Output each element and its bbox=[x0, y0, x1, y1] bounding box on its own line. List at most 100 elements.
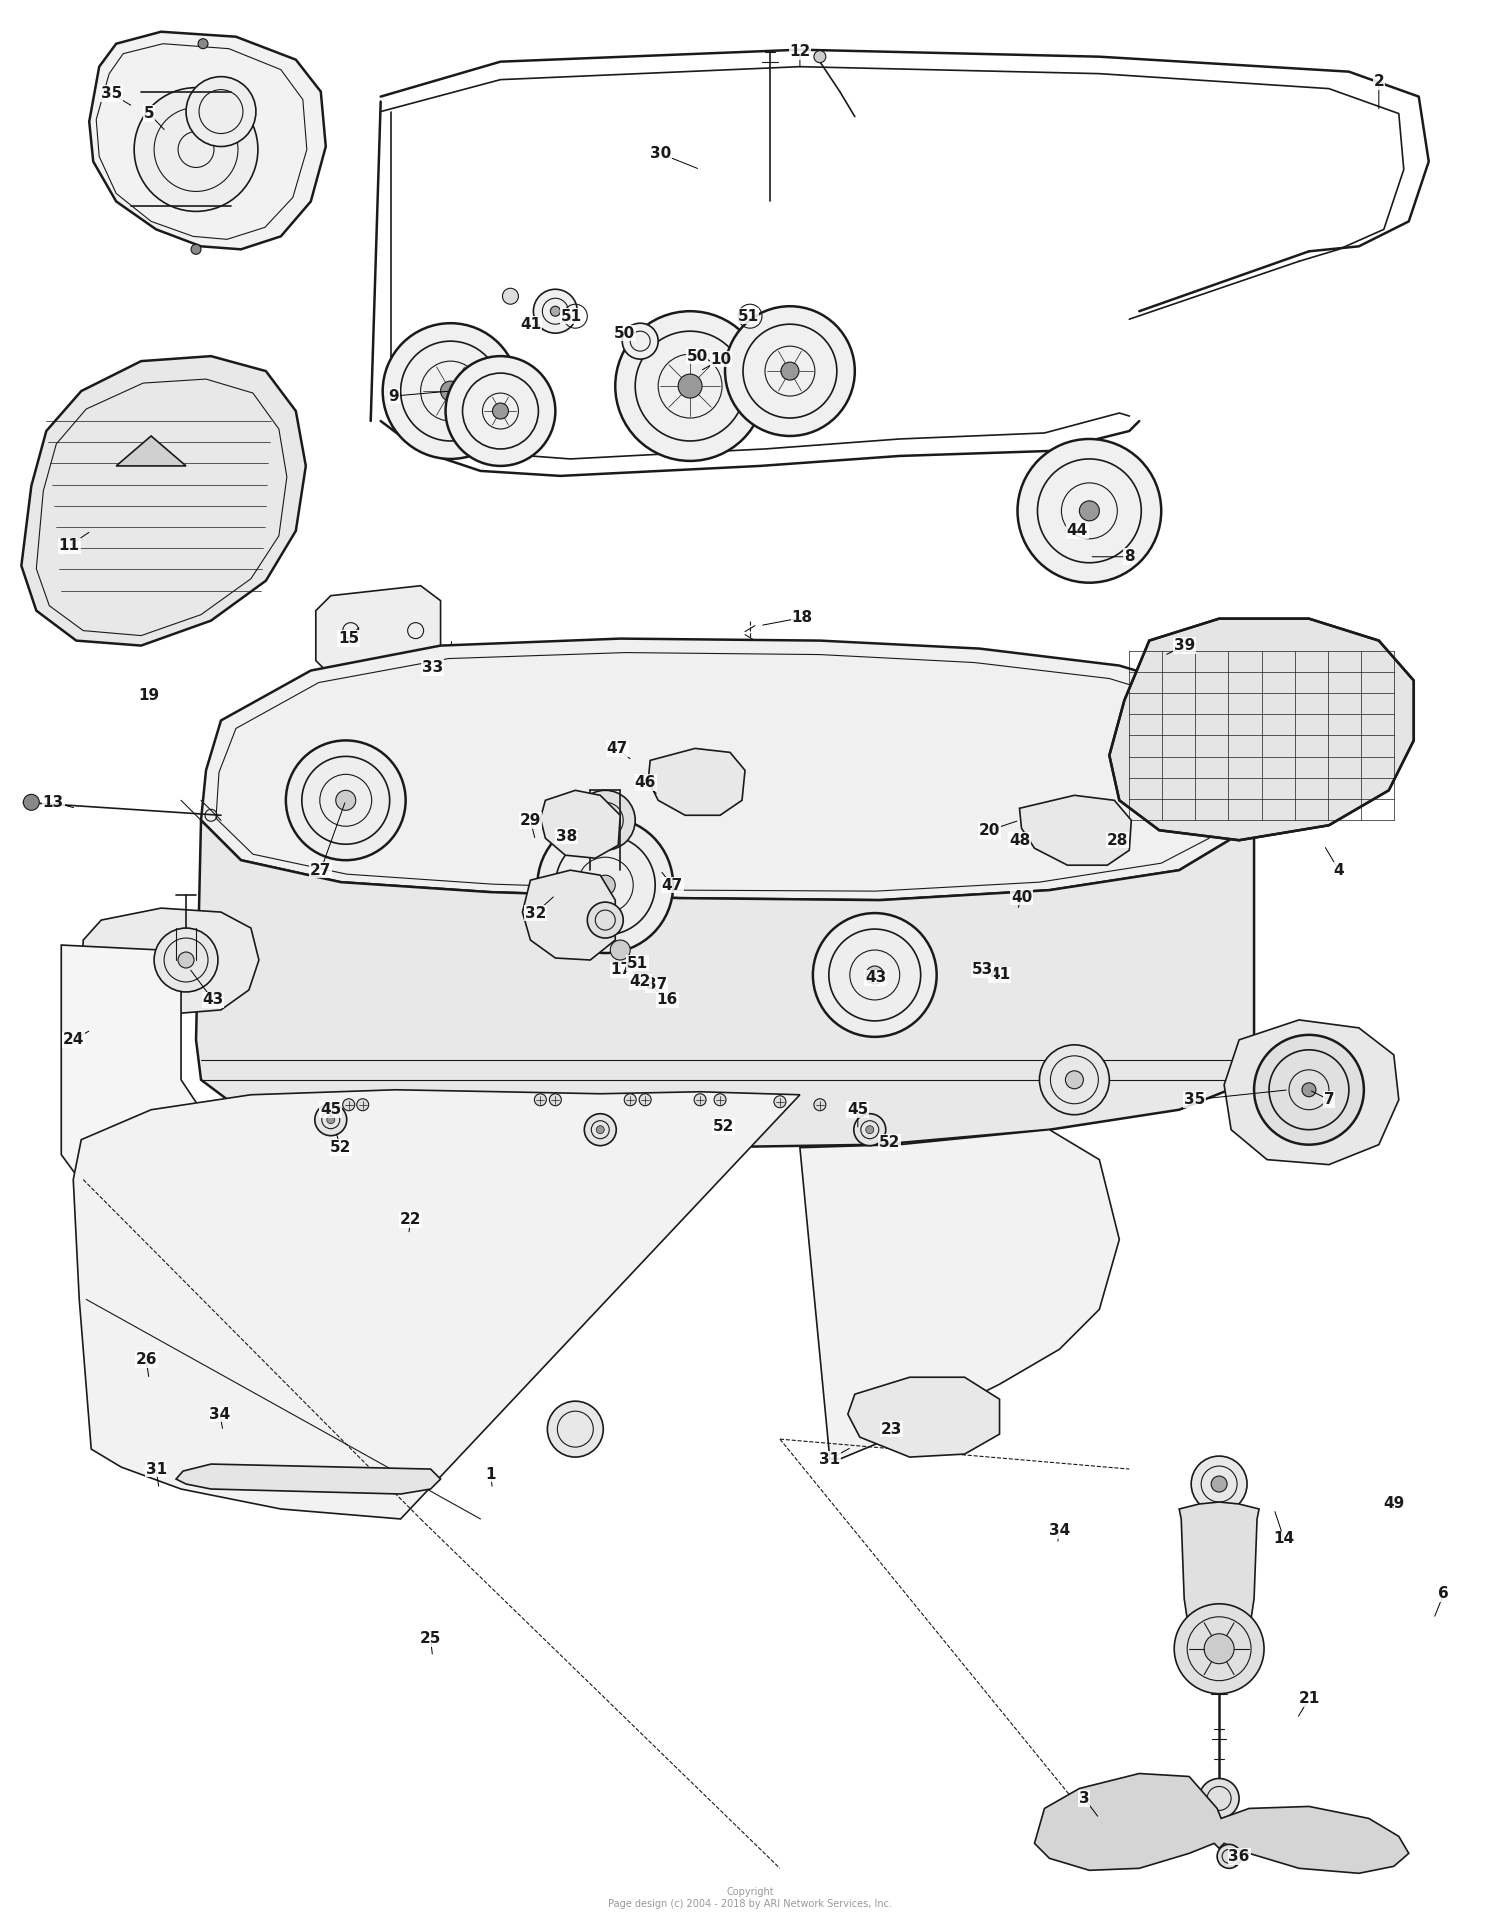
Text: 8: 8 bbox=[1124, 549, 1134, 565]
Text: 34: 34 bbox=[210, 1407, 231, 1422]
Circle shape bbox=[503, 289, 519, 304]
Text: 53: 53 bbox=[972, 962, 993, 977]
Text: 24: 24 bbox=[63, 1033, 84, 1048]
Text: 13: 13 bbox=[42, 794, 64, 809]
Polygon shape bbox=[74, 1091, 800, 1518]
Polygon shape bbox=[62, 944, 381, 1235]
Polygon shape bbox=[116, 436, 186, 466]
Circle shape bbox=[154, 929, 218, 992]
Circle shape bbox=[549, 1095, 561, 1106]
Circle shape bbox=[446, 356, 555, 466]
Text: 18: 18 bbox=[792, 611, 813, 624]
Circle shape bbox=[597, 1125, 604, 1133]
Polygon shape bbox=[1035, 1773, 1408, 1873]
Polygon shape bbox=[1110, 619, 1414, 840]
Circle shape bbox=[382, 324, 519, 459]
Text: 31: 31 bbox=[146, 1461, 166, 1476]
Circle shape bbox=[714, 1095, 726, 1106]
Text: 34: 34 bbox=[1048, 1524, 1070, 1538]
Text: 7: 7 bbox=[1323, 1093, 1334, 1108]
Text: 41: 41 bbox=[988, 967, 1010, 983]
Circle shape bbox=[1174, 1603, 1264, 1694]
Polygon shape bbox=[800, 1129, 1119, 1459]
Circle shape bbox=[336, 790, 356, 809]
Circle shape bbox=[622, 324, 658, 358]
Text: 27: 27 bbox=[310, 863, 332, 877]
Circle shape bbox=[588, 902, 622, 938]
Text: 20: 20 bbox=[980, 823, 1000, 838]
Text: 28: 28 bbox=[1107, 832, 1128, 848]
Circle shape bbox=[315, 1104, 346, 1135]
Text: 23: 23 bbox=[880, 1422, 903, 1438]
Text: 12: 12 bbox=[789, 44, 810, 60]
Circle shape bbox=[492, 403, 508, 418]
Circle shape bbox=[24, 794, 39, 809]
Text: 47: 47 bbox=[662, 877, 682, 892]
Circle shape bbox=[134, 87, 258, 212]
Text: 32: 32 bbox=[525, 906, 546, 921]
Polygon shape bbox=[176, 1465, 441, 1493]
Text: 21: 21 bbox=[1299, 1692, 1320, 1705]
Text: 22: 22 bbox=[400, 1212, 422, 1227]
Text: 35: 35 bbox=[1184, 1093, 1204, 1108]
Circle shape bbox=[610, 940, 630, 960]
Polygon shape bbox=[196, 800, 1254, 1148]
Text: 30: 30 bbox=[650, 146, 670, 162]
Circle shape bbox=[357, 1098, 369, 1110]
Text: 44: 44 bbox=[1066, 524, 1088, 538]
Circle shape bbox=[286, 740, 405, 859]
Text: 47: 47 bbox=[606, 740, 628, 755]
Circle shape bbox=[639, 1095, 651, 1106]
Circle shape bbox=[537, 817, 674, 954]
Text: 9: 9 bbox=[388, 389, 399, 403]
Text: 36: 36 bbox=[1228, 1848, 1250, 1863]
Text: 50: 50 bbox=[614, 326, 634, 341]
Text: 14: 14 bbox=[1274, 1532, 1294, 1547]
Text: Copyright
Page design (c) 2004 - 2018 by ARI Network Services, Inc.: Copyright Page design (c) 2004 - 2018 by… bbox=[608, 1887, 892, 1910]
Circle shape bbox=[178, 952, 194, 967]
Circle shape bbox=[327, 1116, 334, 1123]
Text: 10: 10 bbox=[711, 351, 732, 366]
Circle shape bbox=[782, 362, 800, 380]
Circle shape bbox=[624, 1095, 636, 1106]
Circle shape bbox=[865, 965, 883, 985]
Circle shape bbox=[678, 374, 702, 399]
Text: 16: 16 bbox=[657, 992, 678, 1008]
Text: 52: 52 bbox=[879, 1135, 900, 1150]
Circle shape bbox=[344, 1098, 354, 1110]
Circle shape bbox=[1198, 1779, 1239, 1819]
Circle shape bbox=[442, 653, 459, 669]
Text: 29: 29 bbox=[519, 813, 542, 829]
Text: 5: 5 bbox=[144, 106, 154, 121]
Polygon shape bbox=[522, 871, 615, 960]
Text: 40: 40 bbox=[1011, 890, 1032, 904]
Text: RI PartsSource: RI PartsSource bbox=[634, 894, 726, 906]
Circle shape bbox=[1017, 439, 1161, 582]
Text: 33: 33 bbox=[422, 661, 442, 674]
Polygon shape bbox=[540, 790, 620, 858]
Circle shape bbox=[1210, 1476, 1227, 1491]
Circle shape bbox=[576, 790, 634, 850]
Circle shape bbox=[585, 1114, 616, 1147]
Polygon shape bbox=[1179, 1501, 1258, 1628]
Polygon shape bbox=[648, 748, 746, 815]
Text: 25: 25 bbox=[420, 1632, 441, 1646]
Text: 1: 1 bbox=[484, 1466, 495, 1482]
Circle shape bbox=[724, 306, 855, 436]
Text: 52: 52 bbox=[330, 1141, 351, 1154]
Text: 19: 19 bbox=[138, 688, 159, 703]
Text: 11: 11 bbox=[58, 538, 80, 553]
Circle shape bbox=[1216, 1844, 1240, 1869]
Circle shape bbox=[1080, 501, 1100, 520]
Circle shape bbox=[186, 77, 256, 146]
Circle shape bbox=[1040, 1044, 1110, 1114]
Text: 39: 39 bbox=[1173, 638, 1196, 653]
Text: 45: 45 bbox=[320, 1102, 342, 1118]
Circle shape bbox=[1302, 1083, 1316, 1096]
Polygon shape bbox=[21, 356, 306, 646]
Circle shape bbox=[865, 1125, 874, 1133]
Text: 48: 48 bbox=[1010, 832, 1031, 848]
Text: 3: 3 bbox=[1078, 1790, 1089, 1806]
Circle shape bbox=[774, 1096, 786, 1108]
Polygon shape bbox=[88, 31, 326, 249]
